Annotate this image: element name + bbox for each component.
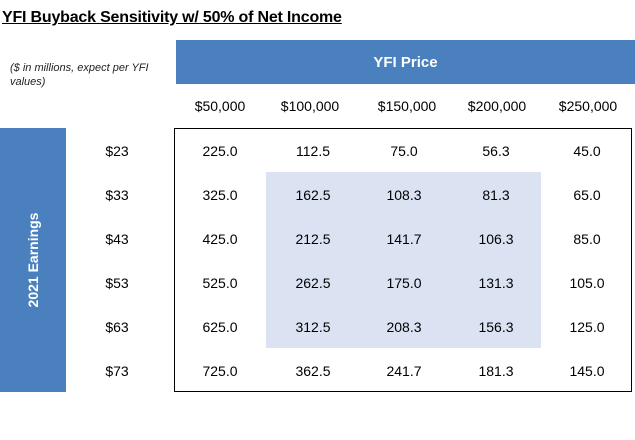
table-cell[interactable]: 106.3 bbox=[478, 231, 514, 247]
table-cell[interactable]: 141.7 bbox=[386, 231, 422, 247]
table-cell[interactable]: 262.5 bbox=[295, 275, 331, 291]
table-cell[interactable]: 125.0 bbox=[569, 319, 605, 335]
row-header: $43 bbox=[105, 231, 129, 247]
table-cell[interactable]: 225.0 bbox=[202, 143, 238, 159]
table-cell[interactable]: 85.0 bbox=[573, 231, 601, 247]
table-cell[interactable]: 625.0 bbox=[202, 319, 238, 335]
table-cell[interactable]: 425.0 bbox=[202, 231, 238, 247]
column-header: $200,000 bbox=[467, 98, 527, 114]
table-cell[interactable]: 241.7 bbox=[386, 363, 422, 379]
earnings-axis-band bbox=[0, 128, 66, 392]
table-cell[interactable]: 162.5 bbox=[295, 187, 331, 203]
table-cell[interactable]: 81.3 bbox=[482, 187, 510, 203]
units-note: ($ in millions, expect per YFI values) bbox=[10, 62, 149, 88]
yfi-price-header: YFI Price bbox=[176, 40, 635, 84]
row-header: $63 bbox=[105, 319, 129, 335]
table-cell[interactable]: 56.3 bbox=[482, 143, 510, 159]
table-cell[interactable]: 175.0 bbox=[386, 275, 422, 291]
column-header: $100,000 bbox=[280, 98, 340, 114]
row-header: $23 bbox=[105, 143, 129, 159]
column-header: $250,000 bbox=[558, 98, 618, 114]
table-cell[interactable]: 112.5 bbox=[296, 143, 330, 159]
table-cell[interactable]: 212.5 bbox=[295, 231, 331, 247]
sheet-title: YFI Buyback Sensitivity w/ 50% of Net In… bbox=[2, 9, 342, 26]
table-cell[interactable]: 145.0 bbox=[569, 363, 605, 379]
table-cell[interactable]: 108.3 bbox=[386, 187, 422, 203]
sensitivity-table-border bbox=[174, 128, 632, 392]
table-cell[interactable]: 65.0 bbox=[573, 187, 601, 203]
yfi-price-label: YFI Price bbox=[373, 53, 438, 71]
earnings-axis-label: 2021 Earnings bbox=[25, 212, 41, 308]
table-cell[interactable]: 181.3 bbox=[478, 363, 514, 379]
column-header: $50,000 bbox=[194, 98, 246, 114]
table-cell[interactable]: 131.3 bbox=[478, 275, 514, 291]
table-cell[interactable]: 325.0 bbox=[202, 187, 238, 203]
table-cell[interactable]: 362.5 bbox=[295, 363, 331, 379]
row-header: $33 bbox=[105, 187, 129, 203]
table-cell[interactable]: 525.0 bbox=[202, 275, 238, 291]
table-cell[interactable]: 725.0 bbox=[202, 363, 238, 379]
table-cell[interactable]: 45.0 bbox=[573, 143, 601, 159]
row-header: $73 bbox=[105, 363, 129, 379]
highlighted-range bbox=[266, 172, 541, 348]
column-header: $150,000 bbox=[377, 98, 437, 114]
table-cell[interactable]: 105.0 bbox=[569, 275, 605, 291]
table-cell[interactable]: 312.5 bbox=[295, 319, 331, 335]
table-cell[interactable]: 75.0 bbox=[390, 143, 418, 159]
row-header: $53 bbox=[105, 275, 129, 291]
table-cell[interactable]: 208.3 bbox=[386, 319, 422, 335]
table-cell[interactable]: 156.3 bbox=[478, 319, 514, 335]
